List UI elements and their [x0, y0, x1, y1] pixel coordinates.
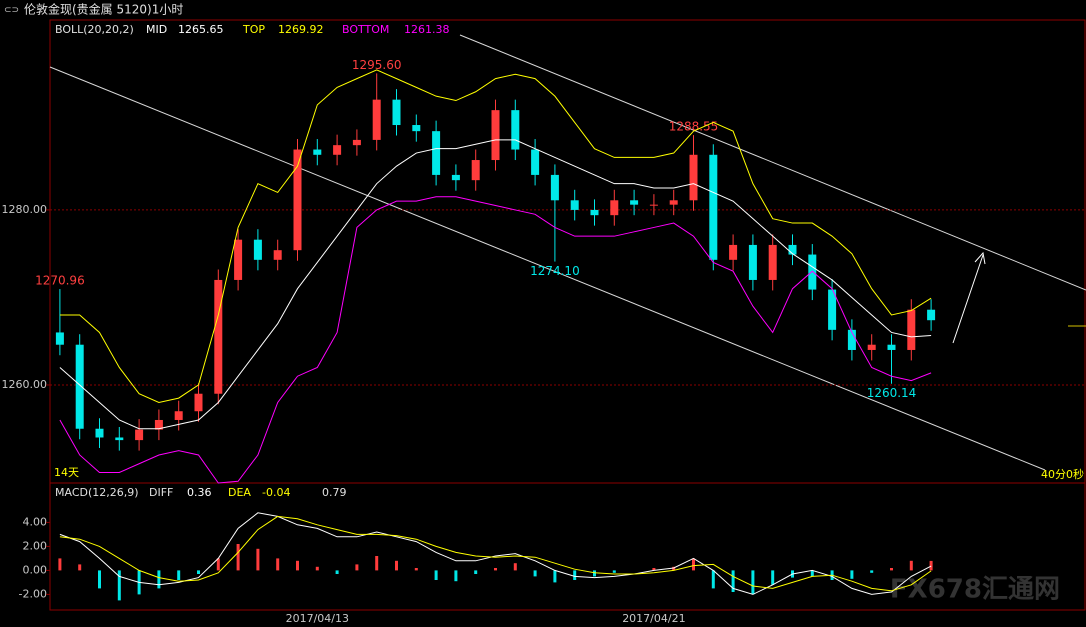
legend-label: DEA	[228, 486, 251, 499]
y-tick-label: 0.00	[23, 563, 48, 576]
legend-value: 0.79	[322, 486, 347, 499]
indicator-line	[59, 69, 932, 404]
legend-label: MID	[146, 23, 167, 36]
high-label: 1288.55	[669, 120, 719, 134]
candle-body	[808, 254, 817, 290]
x-tick-label: 2017/04/21	[622, 612, 685, 625]
candle-body	[392, 99, 401, 126]
indicator-name: BOLL(20,20,2)	[55, 23, 134, 36]
candle-body	[412, 125, 421, 132]
candle-body	[867, 344, 876, 350]
candle-body	[630, 200, 639, 205]
candle-body	[55, 332, 64, 345]
candle-body	[194, 393, 203, 412]
candle-body	[907, 309, 916, 350]
y-tick-label: 1260.00	[2, 378, 48, 391]
candle-body	[352, 139, 361, 146]
candle-body	[511, 110, 520, 150]
channel-line-upper	[459, 34, 1086, 291]
candle-body	[669, 200, 678, 205]
candle-body	[887, 344, 896, 350]
candle-body	[748, 244, 757, 280]
candle-body	[115, 437, 124, 441]
x-tick-label: 2017/04/13	[286, 612, 349, 625]
candle-body	[135, 429, 144, 441]
indicator-line	[59, 512, 932, 595]
note: 14天	[54, 466, 79, 479]
candle-body	[828, 289, 837, 330]
candle-body	[313, 149, 322, 155]
candle-body	[372, 99, 381, 140]
candle-body	[154, 419, 163, 430]
candle-body	[709, 154, 718, 260]
indicator-line	[59, 196, 932, 484]
candle-body	[451, 174, 460, 181]
legend-value: -0.04	[262, 486, 290, 499]
legend-value: 0.36	[187, 486, 212, 499]
candle-body	[927, 309, 936, 321]
candle-body	[432, 131, 441, 175]
arrow	[952, 254, 984, 344]
candle-body	[471, 160, 480, 181]
candle-body	[491, 110, 500, 161]
legend-label: DIFF	[149, 486, 173, 499]
low-label: 1274.10	[530, 264, 580, 278]
candle-body	[768, 244, 777, 280]
y-tick-label: -2.00	[19, 587, 47, 600]
candle-body	[273, 250, 282, 260]
low-label: 1260.14	[867, 386, 917, 400]
arrow-head	[974, 251, 986, 265]
candle-body	[649, 204, 658, 206]
legend-value: 1265.65	[178, 23, 224, 36]
candle-body	[333, 145, 342, 155]
candle-body	[570, 200, 579, 210]
candle-body	[847, 329, 856, 350]
candle-body	[293, 149, 302, 251]
candle-body	[689, 154, 698, 201]
indicator-line	[59, 515, 932, 592]
y-tick-label: 2.00	[23, 539, 48, 552]
candle-body	[75, 344, 84, 429]
legend-value: 1261.38	[404, 23, 450, 36]
indicator-line	[59, 139, 932, 430]
high-label: 1270.96	[35, 274, 85, 288]
chart-title: 伦敦金现(贵金属 5120)1小时	[24, 2, 183, 17]
high-label: 1295.60	[352, 58, 402, 72]
candle-body	[788, 244, 797, 255]
candle-body	[234, 239, 243, 280]
candle-body	[95, 428, 104, 438]
channel-line-lower	[49, 66, 1046, 471]
legend-label: TOP	[242, 23, 265, 36]
window-icon: ⊂⊃	[4, 6, 19, 16]
y-tick-label: 4.00	[23, 515, 48, 528]
candle-body	[729, 244, 738, 260]
candle-body	[174, 411, 183, 420]
candle-body	[590, 209, 599, 216]
note: 40分0秒	[1041, 467, 1084, 481]
candle-body	[550, 174, 559, 201]
watermark: FX678汇通网	[890, 575, 1060, 605]
candle-body	[253, 239, 262, 260]
y-tick-label: 1280.00	[2, 203, 48, 216]
indicator-name: MACD(12,26,9)	[55, 486, 139, 499]
candle-body	[610, 200, 619, 216]
legend-value: 1269.92	[278, 23, 324, 36]
candle-body	[214, 279, 223, 394]
candle-body	[531, 149, 540, 175]
legend-label: BOTTOM	[342, 23, 389, 36]
